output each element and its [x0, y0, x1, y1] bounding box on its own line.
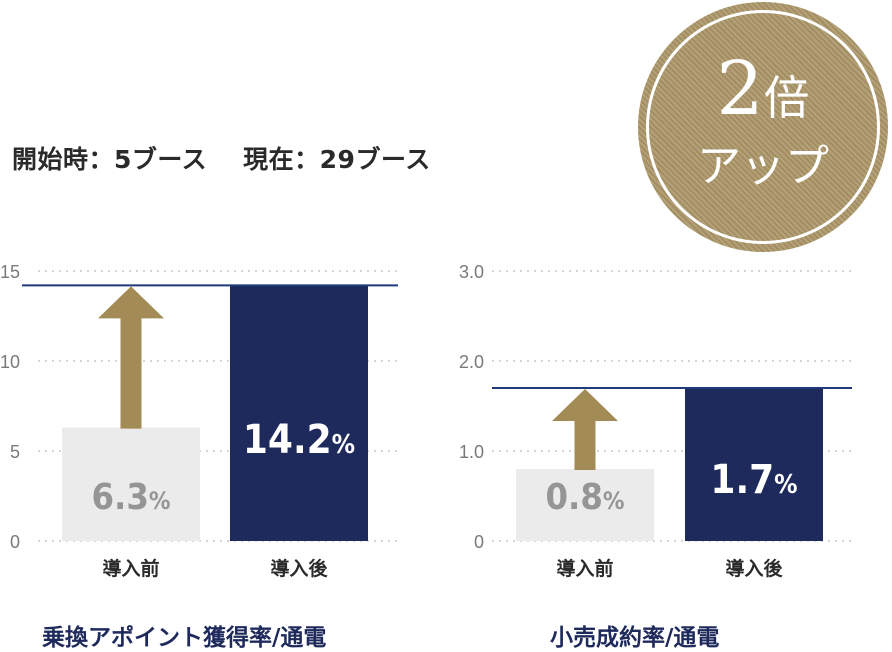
badge-multiplier: 2倍 — [638, 52, 888, 126]
badge-sub: アップ — [697, 141, 829, 192]
badge-kanji: 倍 — [763, 71, 810, 125]
chart1-ytick-label: 0 — [10, 532, 20, 552]
chart1-ytick-label: 15 — [0, 262, 20, 282]
chart1-category-label: 導入後 — [270, 557, 328, 580]
chart2-value-label-before: 0.8% — [545, 477, 624, 518]
chart2-ytick-label: 2.0 — [459, 352, 484, 372]
chart2-category-label: 導入後 — [725, 557, 783, 580]
chart2-category-label: 導入前 — [556, 557, 613, 580]
chart2-ytick-label: 3.0 — [459, 262, 484, 282]
chart1-value-label-before: 6.3% — [91, 477, 170, 518]
chart1-value-label-after: 14.2% — [243, 417, 355, 463]
chart1-bar-after — [230, 285, 368, 541]
chart1-growth-arrow — [98, 286, 164, 429]
booth-count-info: 開始時：5ブース 現在：29ブース — [12, 140, 431, 176]
double-up-badge: 2倍 アップ — [638, 2, 888, 252]
badge-ring — [646, 10, 880, 244]
chart1-category-label: 導入前 — [102, 557, 159, 580]
chart1-ytick-label: 10 — [0, 352, 20, 372]
chart1-title: 乗換アポイント獲得率/通電 — [42, 625, 327, 651]
chart2-title: 小売成約率/通電 — [550, 625, 720, 651]
chart2-growth-arrow — [552, 389, 618, 470]
chart2-bar-after — [685, 388, 823, 541]
chart2-bar-before — [516, 469, 654, 541]
chart1-bar-before — [62, 427, 200, 541]
chart1-ytick-label: 5 — [10, 442, 20, 462]
start-booth-count: 開始時：5ブース — [12, 145, 208, 174]
badge-number: 2 — [716, 46, 764, 132]
chart2-ytick-label: 0 — [474, 532, 484, 552]
current-booth-count: 現在：29ブース — [243, 145, 431, 174]
chart2-value-label-after: 1.7% — [710, 457, 797, 503]
chart2-ytick-label: 1.0 — [459, 442, 484, 462]
